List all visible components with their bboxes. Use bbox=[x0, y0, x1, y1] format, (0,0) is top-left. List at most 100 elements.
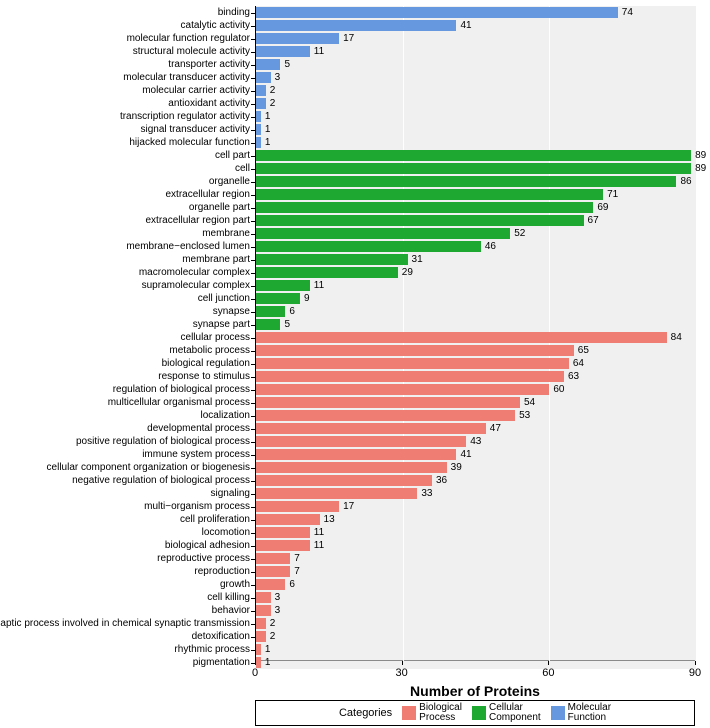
legend-swatch bbox=[472, 706, 486, 720]
bar-row: 2 bbox=[256, 85, 275, 96]
bar-row: 89 bbox=[256, 150, 706, 161]
bar bbox=[256, 644, 261, 655]
bar-value-label: 6 bbox=[289, 306, 295, 317]
y-axis-label: supramolecular complex bbox=[142, 281, 250, 291]
y-axis-label: organelle bbox=[209, 177, 250, 187]
bar bbox=[256, 514, 320, 525]
protein-go-chart: 7441171153221118989867169675246312911965… bbox=[0, 0, 710, 728]
bar-row: 1 bbox=[256, 137, 270, 148]
bar-row: 9 bbox=[256, 293, 310, 304]
y-axis-label: locomotion bbox=[202, 528, 250, 538]
bar bbox=[256, 501, 339, 512]
bar-row: 3 bbox=[256, 592, 280, 603]
bar-row: 71 bbox=[256, 189, 618, 200]
x-tick-label: 0 bbox=[252, 667, 258, 679]
bar bbox=[256, 72, 271, 83]
bar bbox=[256, 150, 691, 161]
bar-value-label: 47 bbox=[490, 423, 501, 434]
bar-value-label: 9 bbox=[304, 293, 310, 304]
y-axis-label: transcription regulator activity bbox=[120, 112, 250, 122]
bar-row: 60 bbox=[256, 384, 564, 395]
y-axis-label: membrane part bbox=[182, 255, 250, 265]
bar bbox=[256, 475, 432, 486]
x-tick-label: 30 bbox=[396, 667, 408, 679]
bar-row: 74 bbox=[256, 7, 633, 18]
bar-value-label: 53 bbox=[519, 410, 530, 421]
bar-value-label: 2 bbox=[270, 631, 276, 642]
bar bbox=[256, 566, 290, 577]
bar-value-label: 71 bbox=[607, 189, 618, 200]
bar-row: 41 bbox=[256, 449, 472, 460]
bar bbox=[256, 410, 515, 421]
plot-area: 7441171153221118989867169675246312911965… bbox=[255, 6, 695, 661]
bar bbox=[256, 202, 593, 213]
bar bbox=[256, 98, 266, 109]
bar-row: 67 bbox=[256, 215, 599, 226]
bar-value-label: 46 bbox=[485, 241, 496, 252]
bar bbox=[256, 345, 574, 356]
bar-value-label: 5 bbox=[284, 319, 290, 330]
bar-row: 17 bbox=[256, 33, 354, 44]
bar-value-label: 13 bbox=[324, 514, 335, 525]
bar-row: 5 bbox=[256, 59, 290, 70]
bar-row: 52 bbox=[256, 228, 525, 239]
bar-value-label: 5 bbox=[284, 59, 290, 70]
y-axis-label: synapse bbox=[213, 307, 250, 317]
y-axis-label: molecular transducer activity bbox=[123, 73, 250, 83]
bar bbox=[256, 579, 285, 590]
y-axis-label: molecular function regulator bbox=[127, 34, 250, 44]
bar bbox=[256, 241, 481, 252]
y-axis-label: multicellular organismal process bbox=[108, 398, 250, 408]
y-axis-label: macromolecular complex bbox=[139, 268, 250, 278]
bar-row: 53 bbox=[256, 410, 530, 421]
x-tick-label: 60 bbox=[542, 667, 554, 679]
bar-row: 29 bbox=[256, 267, 413, 278]
bar-row: 2 bbox=[256, 631, 275, 642]
y-axis-label: hijacked molecular function bbox=[129, 138, 250, 148]
x-axis: Number of Proteins 0306090 bbox=[255, 661, 695, 701]
y-axis-label: structural molecule activity bbox=[133, 47, 250, 57]
bar-row: 84 bbox=[256, 332, 682, 343]
bar bbox=[256, 618, 266, 629]
y-axis-label: positive regulation of biological proces… bbox=[76, 437, 250, 447]
legend-items: BiologicalProcessCellularComponentMolecu… bbox=[402, 703, 611, 724]
y-axis-label: organelle part bbox=[189, 203, 250, 213]
bar-value-label: 29 bbox=[402, 267, 413, 278]
y-axis-label: multi−organism process bbox=[144, 502, 250, 512]
x-axis-title: Number of Proteins bbox=[410, 683, 540, 699]
y-axis-label: detoxification bbox=[192, 632, 250, 642]
bar-row: 1 bbox=[256, 111, 270, 122]
bar-row: 11 bbox=[256, 46, 324, 57]
bar-row: 41 bbox=[256, 20, 472, 31]
bar-value-label: 31 bbox=[412, 254, 423, 265]
bar-value-label: 65 bbox=[578, 345, 589, 356]
y-axis-label: reproductive process bbox=[157, 554, 250, 564]
bar bbox=[256, 423, 486, 434]
bar-row: 64 bbox=[256, 358, 584, 369]
bar-value-label: 39 bbox=[451, 462, 462, 473]
y-axis-label: cell part bbox=[215, 151, 250, 161]
bar-value-label: 64 bbox=[573, 358, 584, 369]
y-axis-label: cell killing bbox=[207, 593, 250, 603]
y-axis-label: cellular component organization or bioge… bbox=[47, 463, 250, 473]
bar bbox=[256, 605, 271, 616]
bar bbox=[256, 280, 310, 291]
y-axis-label: localization bbox=[201, 411, 250, 421]
bar-row: 7 bbox=[256, 566, 300, 577]
bar-value-label: 1 bbox=[265, 644, 271, 655]
bar-value-label: 11 bbox=[314, 527, 324, 538]
legend-item: MolecularFunction bbox=[551, 703, 611, 724]
y-axis-label: rhythmic process bbox=[174, 645, 250, 655]
y-axis-label: membrane−enclosed lumen bbox=[126, 242, 250, 252]
bar-row: 13 bbox=[256, 514, 335, 525]
bar bbox=[256, 293, 300, 304]
bar bbox=[256, 436, 466, 447]
bar-value-label: 67 bbox=[588, 215, 599, 226]
bar-row: 69 bbox=[256, 202, 608, 213]
bar-row: 89 bbox=[256, 163, 706, 174]
y-axis-label: cell proliferation bbox=[180, 515, 250, 525]
bar bbox=[256, 33, 339, 44]
bar-value-label: 43 bbox=[470, 436, 481, 447]
bar-value-label: 3 bbox=[275, 592, 281, 603]
bar bbox=[256, 20, 456, 31]
